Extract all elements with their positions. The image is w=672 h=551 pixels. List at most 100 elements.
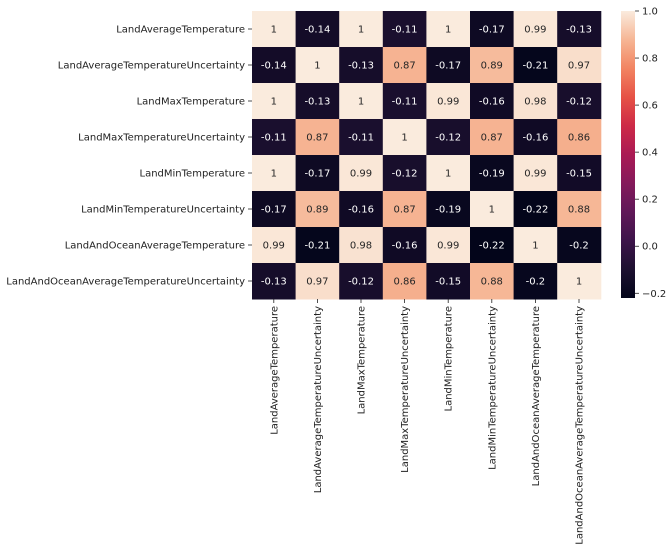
cell-value-label: 0.86 [393,277,415,288]
cell-value-label: 0.89 [306,205,328,216]
cell-value-label: -0.16 [392,241,418,252]
cell-value-label: -0.13 [304,97,330,108]
heatmap-cell [382,47,427,84]
x-tick-label: LandMinTemperatureUncertainty [487,306,498,470]
heatmap-cell [252,47,297,84]
cell-value-label: -0.21 [304,241,330,252]
heatmap-cell [295,11,340,48]
heatmap-cell [339,155,384,192]
cell-value-label: -0.13 [261,277,287,288]
cell-value-label: -0.16 [479,97,505,108]
heatmap-cell [470,11,515,48]
y-tick-label: LandMinTemperature [140,169,245,180]
colorbar [621,11,635,298]
cell-value-label: 0.97 [568,61,590,72]
heatmap-cell [382,83,427,120]
colorbar-ticks: −0.2 0.0 0.2 0.4 0.6 0.8 1.0 [635,7,666,300]
cell-value-label: -0.12 [392,169,418,180]
cell-value-label: -0.2 [526,277,546,288]
heatmap-cell [382,119,427,156]
cell-value-label: -0.21 [522,61,548,72]
cell-value-label: 1 [489,205,495,216]
y-tick-label: LandAverageTemperatureUncertainty [58,61,245,72]
cell-value-label: -0.19 [435,205,461,216]
heatmap-cell [513,11,558,48]
cell-value-label: -0.19 [479,169,505,180]
heatmap-cell [470,227,515,264]
cell-value-label: 0.88 [568,205,590,216]
cell-value-label: 0.99 [350,169,372,180]
heatmap-cell [295,191,340,228]
heatmap-cell [557,83,602,120]
cell-value-label: -0.15 [435,277,461,288]
heatmap-cell [426,119,471,156]
heatmap-cell [295,47,340,84]
colorbar-tick-label: −0.2 [642,289,666,300]
cell-value-label: 0.97 [306,277,328,288]
heatmap-cell [557,191,602,228]
heatmap-cell [339,83,384,120]
heatmap-cell [557,263,602,300]
x-tick-label: LandAverageTemperatureUncertainty [313,306,324,493]
cell-value-label: 0.87 [306,133,328,144]
heatmap-cell [557,155,602,192]
cell-value-label: -0.22 [479,241,505,252]
heatmap-cells: 1 -0.14 1 -0.11 1 -0.17 0.99 -0.13 -0.14 1 -0.13 0.… [252,11,602,300]
cell-value-label: -0.17 [479,25,505,36]
heatmap-cell [426,11,471,48]
colorbar-tick-label: 0.6 [642,101,658,112]
y-tick-label: LandAndOceanAverageTemperatureUncertaint… [6,277,245,288]
cell-value-label: -0.12 [348,277,374,288]
colorbar-tick-label: 0.0 [642,242,658,253]
cell-value-label: -0.13 [348,61,374,72]
x-tick-label: LandAverageTemperature [269,306,280,435]
cell-value-label: 1 [271,25,277,36]
x-tick-labels: LandAverageTemperature LandAverageTempera… [269,299,586,545]
cell-value-label: 0.98 [350,241,372,252]
cell-value-label: 1 [271,97,277,108]
cell-value-label: 1 [576,277,582,288]
heatmap-cell [382,11,427,48]
heatmap-cell [339,119,384,156]
heatmap-cell [470,83,515,120]
cell-value-label: -0.14 [304,25,330,36]
colorbar-tick-label: 1.0 [642,7,658,18]
cell-value-label: -0.11 [392,25,418,36]
heatmap-cell [513,83,558,120]
cell-value-label: -0.17 [304,169,330,180]
heatmap-cell [252,191,297,228]
x-tick-label: LandMinTemperature [444,306,455,411]
heatmap-cell [513,227,558,264]
cell-value-label: 1 [401,133,407,144]
y-tick-label: LandAndOceanAverageTemperature [65,241,245,252]
heatmap-cell [252,155,297,192]
x-tick-label: LandAndOceanAverageTemperature [531,306,542,486]
x-tick-label: LandMaxTemperature [357,306,368,414]
heatmap-cell [339,263,384,300]
heatmap-cell [252,119,297,156]
cell-value-label: -0.17 [435,61,461,72]
heatmap-cell [382,227,427,264]
heatmap-cell [426,191,471,228]
heatmap-cell [470,263,515,300]
cell-value-label: 0.88 [481,277,503,288]
cell-value-label: 1 [445,25,451,36]
heatmap-cell [295,155,340,192]
heatmap-cell [557,119,602,156]
colorbar-tick-label: 0.4 [642,148,658,159]
cell-value-label: 0.99 [437,97,459,108]
cell-value-label: 0.98 [524,97,546,108]
cell-value-label: -0.11 [261,133,287,144]
heatmap-cell [295,263,340,300]
cell-value-label: -0.14 [261,61,287,72]
cell-value-label: -0.17 [261,205,287,216]
heatmap-cell [295,227,340,264]
heatmap-cell [339,11,384,48]
cell-value-label: 0.99 [524,169,546,180]
cell-value-label: 1 [445,169,451,180]
cell-value-label: 0.99 [437,241,459,252]
colorbar-tick-label: 0.8 [642,54,658,65]
cell-value-label: -0.22 [522,205,548,216]
heatmap-cell [295,119,340,156]
heatmap-cell [470,119,515,156]
